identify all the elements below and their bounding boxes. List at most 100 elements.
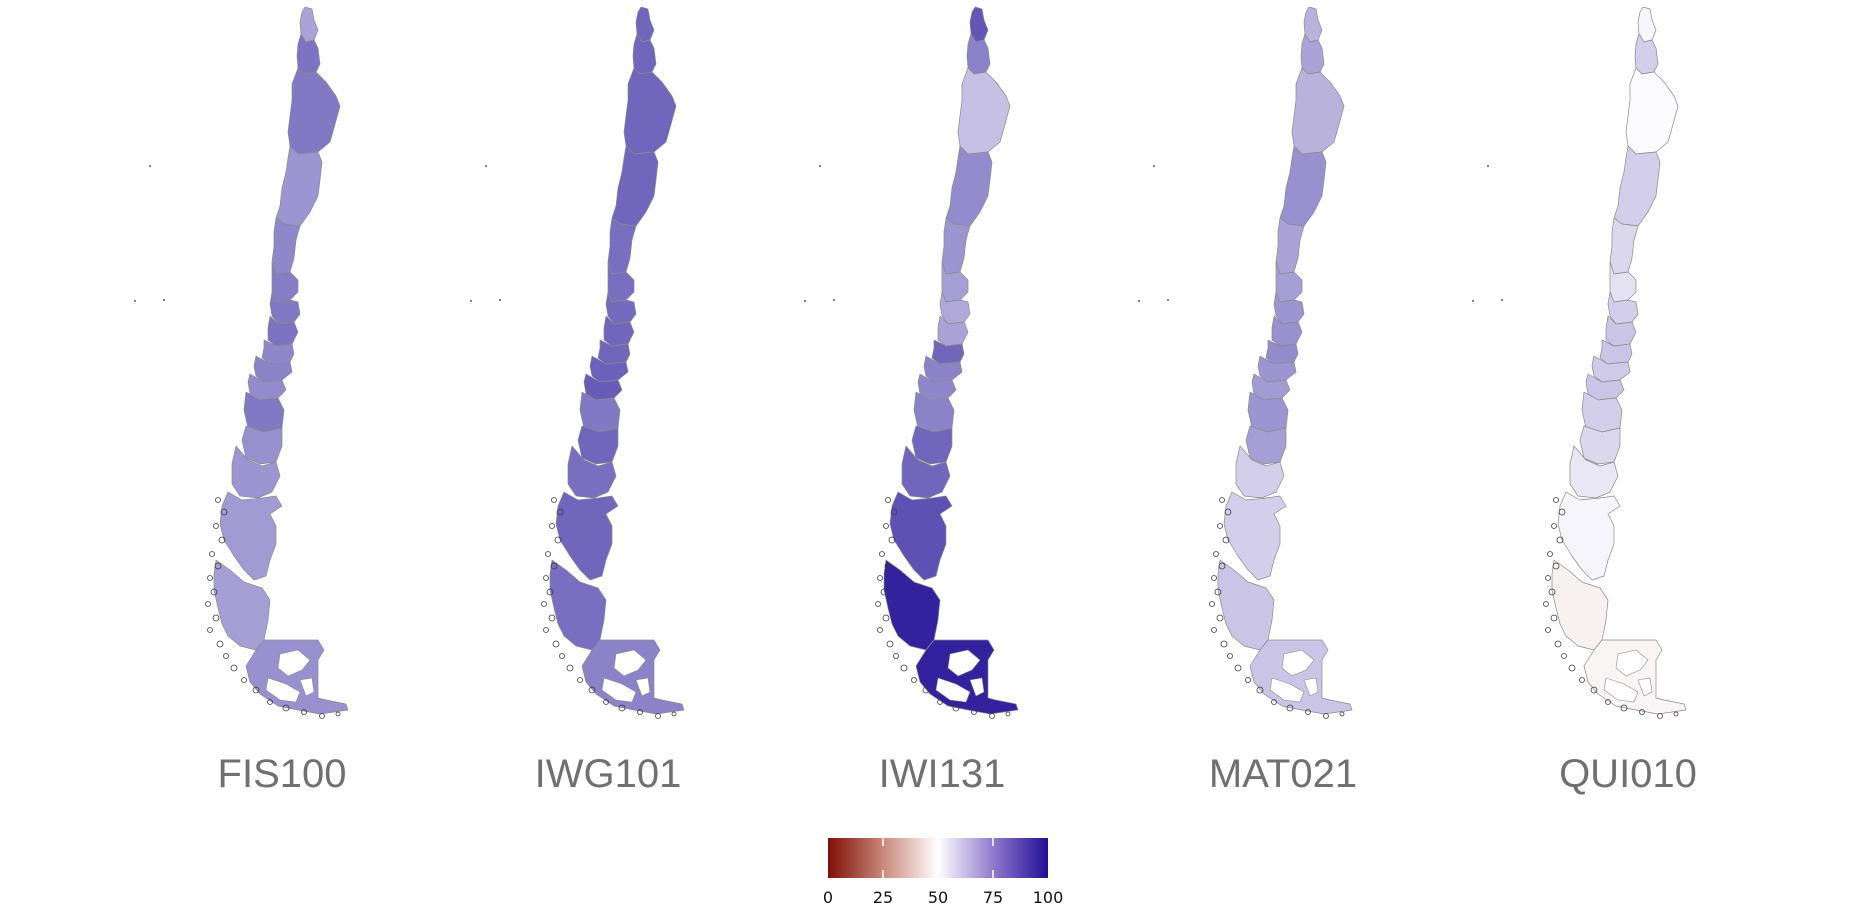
fjord-coastline	[1657, 713, 1663, 719]
fjord-coastline	[879, 551, 885, 557]
map-panel-mat021	[1138, 6, 1353, 719]
offshore-island	[1487, 165, 1489, 167]
region-shape	[271, 217, 301, 275]
fjord-coastline	[1620, 704, 1628, 712]
fjord-coastline	[952, 704, 960, 712]
region-shape	[1275, 261, 1303, 303]
region-shape	[271, 261, 299, 303]
region-shape	[1245, 425, 1287, 465]
region-shape	[889, 491, 953, 581]
region-shape	[1613, 145, 1661, 227]
region-shape	[555, 491, 619, 581]
fjord-coastline	[637, 709, 643, 715]
fjord-coastline	[541, 601, 547, 607]
fjord-coastline	[1605, 699, 1611, 705]
region-shape	[1557, 491, 1621, 581]
fjord-coastline	[971, 709, 977, 715]
fjord-coastline	[1579, 677, 1585, 683]
fjord-coastline	[1548, 588, 1556, 596]
offshore-island	[485, 165, 487, 167]
color-scale-tick-label: 50	[927, 888, 949, 907]
region-shape	[623, 67, 677, 155]
fjord-coastline	[877, 575, 883, 581]
fjord-coastline	[1216, 614, 1224, 622]
fjord-coastline	[212, 614, 220, 622]
fjord-coastline	[1339, 711, 1345, 717]
region-shape	[275, 145, 323, 227]
region-shape	[1279, 145, 1327, 227]
fjord-coastline	[1568, 664, 1576, 672]
map-label-iwg101: IWG101	[534, 752, 682, 796]
fjord-coastline	[552, 640, 560, 648]
region-shape	[269, 291, 301, 325]
region-shape	[1223, 491, 1287, 581]
fjord-coastline	[880, 588, 888, 596]
fjord-coastline	[301, 709, 307, 715]
fjord-coastline	[1323, 713, 1329, 719]
fjord-coastline	[1222, 536, 1230, 544]
region-shape	[577, 425, 619, 465]
fjord-coastline	[875, 601, 881, 607]
strait-water	[1603, 677, 1639, 703]
fjord-coastline	[1590, 686, 1598, 694]
color-scale-tick-label: 0	[822, 888, 834, 907]
fjord-coastline	[215, 497, 221, 503]
fjord-coastline	[551, 497, 557, 503]
fjord-coastline	[548, 614, 556, 622]
region-shape	[901, 445, 951, 499]
strait-water	[601, 677, 637, 703]
strait-water	[1615, 649, 1649, 677]
fjord-coastline	[267, 699, 273, 705]
map-panel-qui010	[1472, 6, 1687, 719]
fjord-coastline	[1552, 562, 1560, 570]
fjord-coastline	[1005, 711, 1011, 717]
fjord-coastline	[1217, 523, 1223, 529]
fjord-coastline	[877, 627, 883, 633]
region-shape	[1235, 445, 1285, 499]
fjord-coastline	[618, 704, 626, 712]
fjord-coastline	[1554, 640, 1562, 648]
strait-water	[265, 677, 301, 703]
region-shape	[1625, 67, 1679, 155]
offshore-island	[1138, 300, 1140, 302]
fjord-coastline	[545, 551, 551, 557]
region-shape	[1607, 291, 1639, 325]
fjord-coastline	[566, 664, 574, 672]
region-shape	[1579, 425, 1621, 465]
fjord-coastline	[1558, 508, 1566, 516]
fjord-coastline	[220, 508, 228, 516]
map-panel-iwg101	[470, 6, 685, 719]
fjord-coastline	[1218, 562, 1226, 570]
region-shape	[939, 291, 971, 325]
fjord-coastline	[241, 677, 247, 683]
map-label-iwi131: IWI131	[878, 752, 1006, 796]
fjord-coastline	[209, 551, 215, 557]
fjord-coastline	[550, 562, 558, 570]
region-shape	[945, 145, 993, 227]
fjord-coastline	[1209, 601, 1215, 607]
region-shape	[941, 261, 969, 303]
region-shape	[957, 67, 1011, 155]
fjord-coastline	[543, 575, 549, 581]
fjord-coastline	[884, 562, 892, 570]
fjord-coastline	[886, 640, 894, 648]
fjord-coastline	[1227, 653, 1233, 659]
offshore-island	[134, 300, 136, 302]
strait-water	[1269, 677, 1305, 703]
fjord-coastline	[207, 575, 213, 581]
offshore-island	[149, 165, 151, 167]
strait-water	[935, 677, 971, 703]
fjord-coastline	[900, 664, 908, 672]
fjord-coastline	[218, 536, 226, 544]
fjord-coastline	[213, 523, 219, 529]
fjord-coastline	[1220, 640, 1228, 648]
fjord-coastline	[883, 523, 889, 529]
fjord-coastline	[549, 523, 555, 529]
color-scale-tick-label: 75	[982, 888, 1004, 907]
fjord-coastline	[890, 508, 898, 516]
region-shape	[1609, 217, 1639, 275]
fjord-coastline	[1213, 551, 1219, 557]
fjord-coastline	[888, 536, 896, 544]
region-shape	[1609, 261, 1637, 303]
region-shape	[607, 261, 635, 303]
